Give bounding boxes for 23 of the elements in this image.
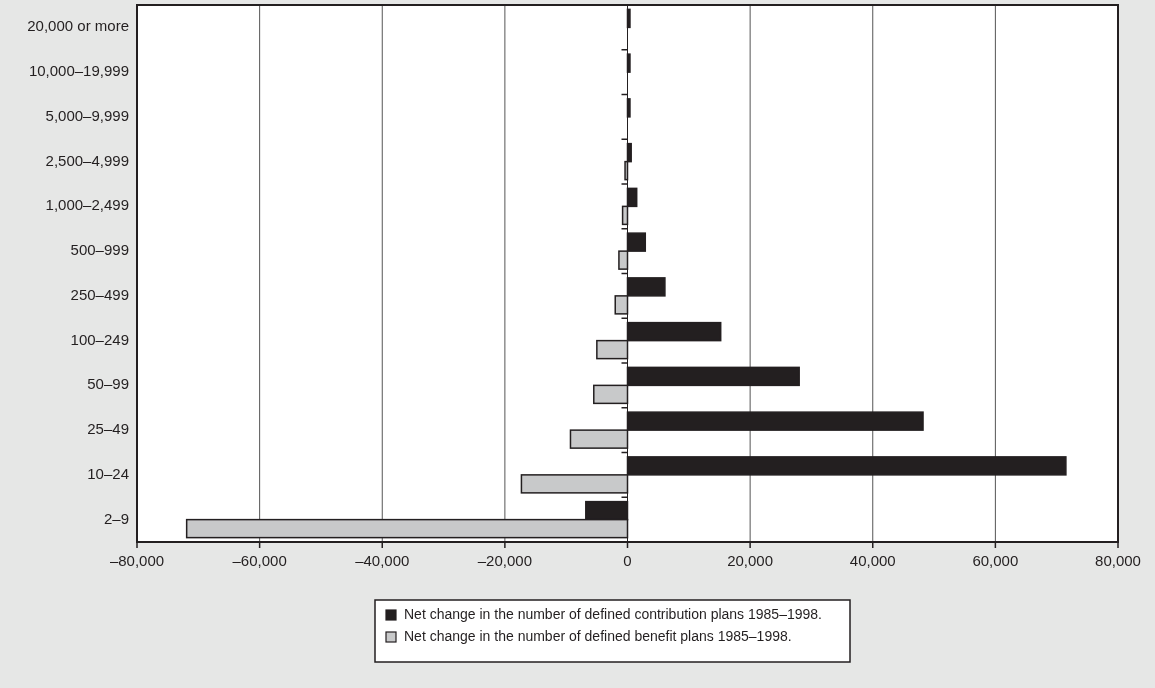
x-tick-label: –80,000	[109, 552, 165, 569]
x-tick-label: 0	[623, 552, 632, 569]
x-tick-label: 60,000	[972, 552, 1019, 569]
x-tick-label: 20,000	[727, 552, 774, 569]
y-tick-label: 250–499	[70, 285, 129, 303]
y-tick-label: 1,000–2,499	[45, 196, 129, 214]
y-tick-label: 5,000–9,999	[45, 106, 129, 124]
y-tick-label: 20,000 or more	[27, 17, 129, 35]
x-tick-label: 80,000	[1095, 552, 1141, 569]
legend-label: Net change in the number of defined benefit plans 1985–1998.	[404, 627, 792, 644]
y-tick-label: 2–9	[103, 509, 129, 527]
x-tick-label: 40,000	[849, 552, 896, 569]
y-tick-label: 50–99	[87, 375, 129, 393]
x-tick-label: –40,000	[355, 552, 410, 569]
y-tick-label: 2,500–4,999	[45, 151, 129, 169]
y-tick-label: 10–24	[87, 464, 129, 482]
x-tick-label: –60,000	[232, 552, 287, 569]
y-tick-label: 500–999	[70, 241, 129, 259]
y-tick-label: 100–249	[70, 330, 129, 348]
x-tick-label: –20,000	[477, 552, 532, 569]
y-tick-label: 25–49	[87, 420, 129, 438]
y-tick-label: 10,000–19,999	[28, 62, 129, 80]
legend-label: Net change in the number of defined contribution plans 1985–1998.	[404, 605, 822, 622]
